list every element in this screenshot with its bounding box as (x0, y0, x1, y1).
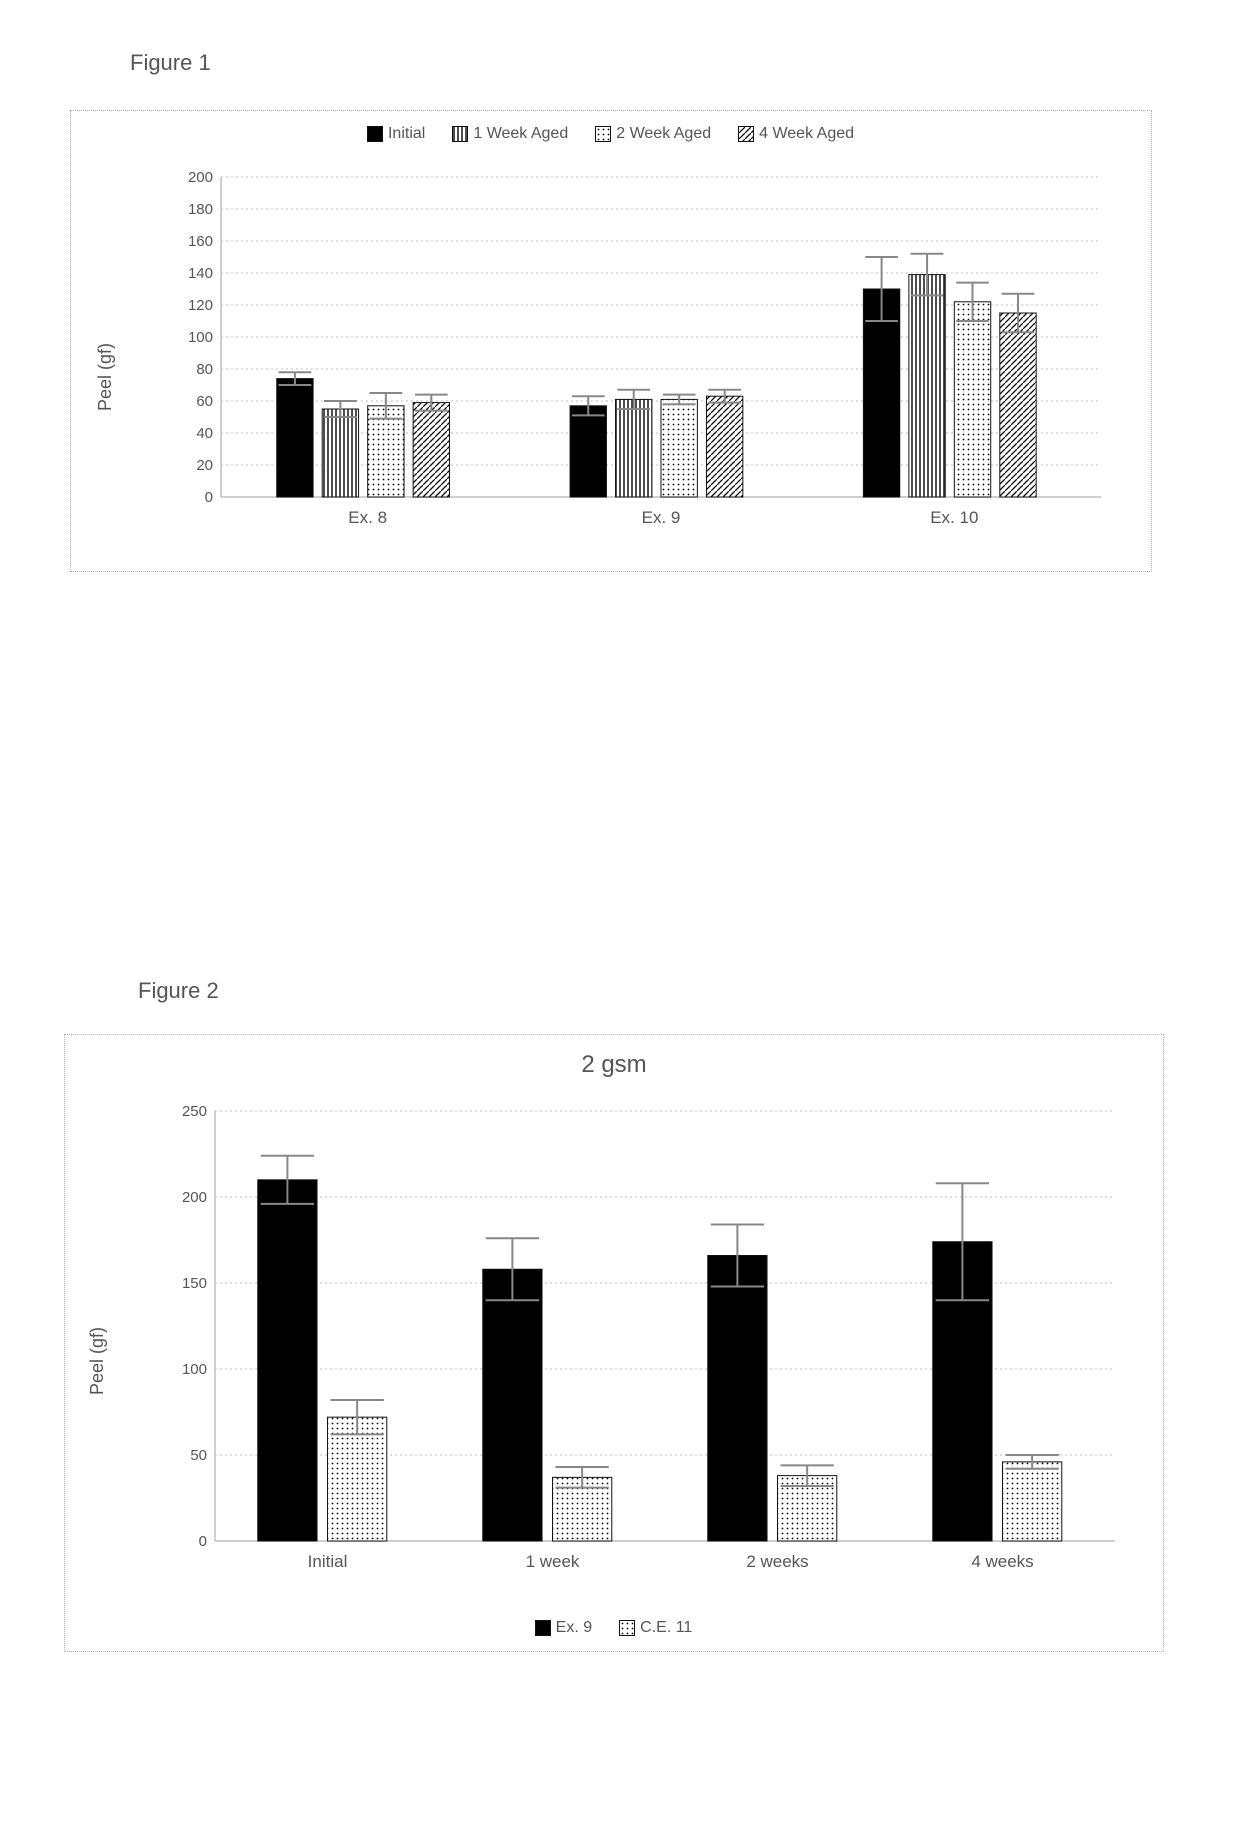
legend-label: Initial (388, 125, 425, 143)
page: Figure 1 Initial 1 Week Aged 2 Week Aged (0, 0, 1240, 1845)
legend-item-initial: Initial (368, 125, 425, 143)
legend-item-2week: 2 Week Aged (596, 125, 711, 143)
vlines-swatch-icon (453, 127, 467, 141)
figure1-label: Figure 1 (130, 50, 211, 76)
svg-text:Ex. 10: Ex. 10 (930, 508, 978, 527)
diag-swatch-icon (739, 127, 753, 141)
figure2-svg: 0 50 100 150 200 250 Initial 1 week 2 weeks 4 wee… (165, 1101, 1125, 1621)
svg-text:150: 150 (182, 1275, 207, 1292)
svg-text:60: 60 (196, 393, 213, 410)
svg-text:80: 80 (196, 361, 213, 378)
legend-item-4week: 4 Week Aged (739, 125, 854, 143)
solid-swatch-icon (536, 1621, 550, 1635)
figure2-chart: 2 gsm Peel (gf) 0 50 100 150 200 250 Initial 1 … (64, 1034, 1164, 1652)
legend-label: 4 Week Aged (759, 125, 854, 143)
figure2-legend: Ex. 9 C.E. 11 (65, 1619, 1163, 1637)
legend-label: 2 Week Aged (616, 125, 711, 143)
dots-swatch-icon (620, 1621, 634, 1635)
svg-text:180: 180 (188, 201, 213, 218)
svg-text:160: 160 (188, 233, 213, 250)
svg-text:120: 120 (188, 297, 213, 314)
svg-text:Ex. 8: Ex. 8 (348, 508, 387, 527)
svg-text:Ex. 9: Ex. 9 (642, 508, 681, 527)
dots-swatch-icon (596, 127, 610, 141)
figure2-label: Figure 2 (138, 978, 219, 1004)
solid-swatch-icon (368, 127, 382, 141)
svg-text:140: 140 (188, 265, 213, 282)
svg-text:4 weeks: 4 weeks (971, 1552, 1033, 1571)
svg-text:0: 0 (199, 1533, 207, 1550)
figure1-chart: Initial 1 Week Aged 2 Week Aged 4 Week A… (70, 110, 1152, 572)
legend-label: C.E. 11 (640, 1619, 692, 1637)
svg-text:20: 20 (196, 457, 213, 474)
svg-text:50: 50 (190, 1447, 207, 1464)
legend-item-ce11: C.E. 11 (620, 1619, 692, 1637)
svg-text:Initial: Initial (308, 1552, 348, 1571)
figure1-plot: 0 20 40 60 80 100 120 140 160 180 200 Ex. 8 Ex. 9 Ex.… (171, 167, 1111, 527)
svg-text:100: 100 (182, 1361, 207, 1378)
figure2-plot: 0 50 100 150 200 250 Initial 1 week 2 weeks 4 wee… (165, 1101, 1125, 1571)
svg-text:2 weeks: 2 weeks (746, 1552, 808, 1571)
figure1-legend: Initial 1 Week Aged 2 Week Aged 4 Week A… (71, 125, 1151, 143)
svg-text:200: 200 (188, 169, 213, 186)
svg-text:0: 0 (205, 489, 213, 506)
svg-text:100: 100 (188, 329, 213, 346)
svg-text:250: 250 (182, 1103, 207, 1120)
figure1-ylabel: Peel (gf) (95, 343, 116, 411)
figure1-svg: 0 20 40 60 80 100 120 140 160 180 200 Ex. 8 Ex. 9 Ex.… (171, 167, 1111, 567)
svg-text:200: 200 (182, 1189, 207, 1206)
legend-item-ex9: Ex. 9 (536, 1619, 592, 1637)
legend-label: 1 Week Aged (473, 125, 568, 143)
legend-item-1week: 1 Week Aged (453, 125, 568, 143)
svg-text:1 week: 1 week (526, 1552, 580, 1571)
figure2-ylabel: Peel (gf) (87, 1327, 108, 1395)
svg-text:40: 40 (196, 425, 213, 442)
legend-label: Ex. 9 (556, 1619, 592, 1637)
figure2-title: 2 gsm (65, 1051, 1163, 1079)
